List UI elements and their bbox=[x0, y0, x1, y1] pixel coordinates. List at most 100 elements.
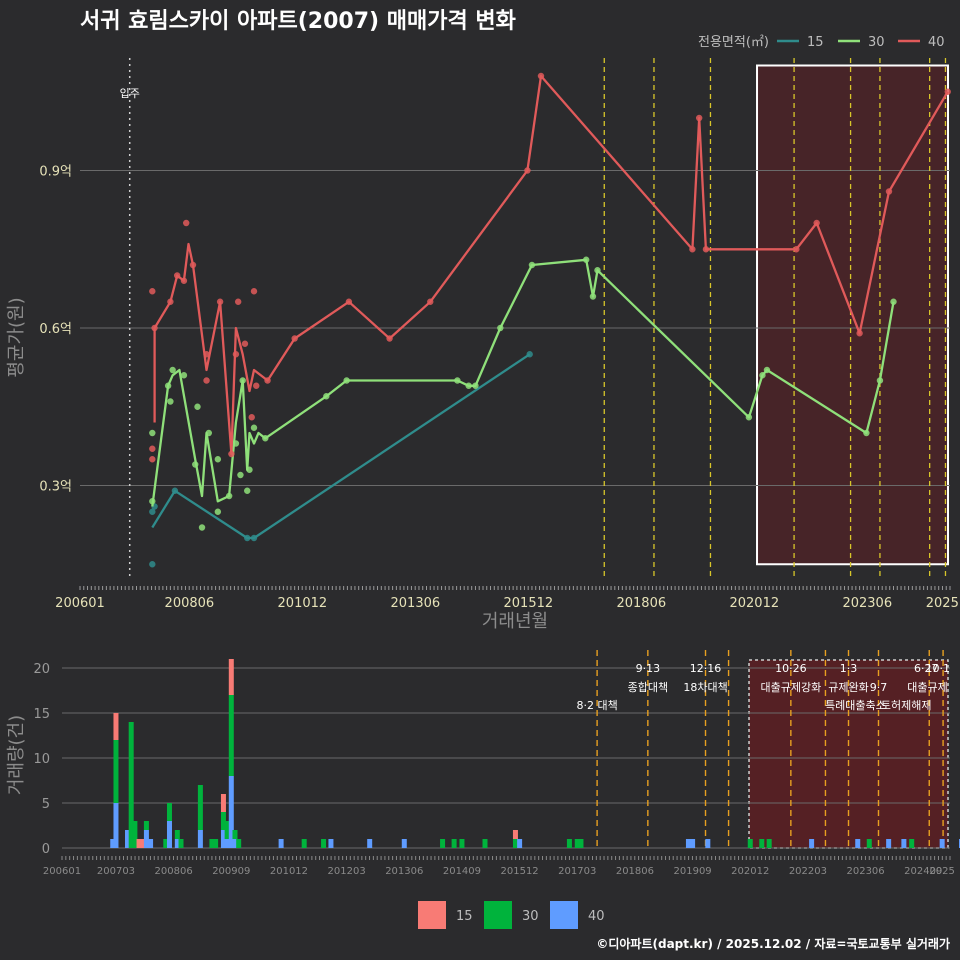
volume-bar-40 bbox=[367, 839, 373, 848]
data-point-40 bbox=[180, 277, 188, 284]
policy-annotation: 종합대책 bbox=[628, 681, 668, 694]
data-point-40 bbox=[291, 335, 298, 342]
x-tick-label-bottom: 201409 bbox=[443, 866, 481, 877]
volume-bar-40 bbox=[517, 839, 523, 848]
data-point-30 bbox=[472, 382, 479, 389]
data-point-40 bbox=[537, 72, 545, 80]
data-point-30 bbox=[214, 508, 222, 515]
data-point-30 bbox=[763, 366, 771, 374]
data-point-40 bbox=[203, 351, 210, 358]
volume-bar-30 bbox=[232, 830, 238, 839]
volume-bar-30 bbox=[166, 803, 172, 821]
volume-bar-40 bbox=[809, 839, 815, 848]
x-tick-label-bottom: 201703 bbox=[558, 866, 596, 877]
volume-bar-30 bbox=[482, 839, 488, 848]
data-point-30 bbox=[237, 471, 244, 479]
data-point-40 bbox=[189, 261, 197, 269]
volume-bar-30 bbox=[228, 695, 234, 776]
y-tick-label-bottom: 15 bbox=[33, 707, 50, 722]
data-point-30 bbox=[323, 393, 330, 400]
data-point-40 bbox=[885, 188, 893, 195]
data-point-15 bbox=[244, 534, 251, 542]
bar-legend-label-40: 40 bbox=[588, 909, 605, 924]
data-point-30 bbox=[244, 487, 251, 494]
data-point-40 bbox=[944, 88, 951, 95]
legend-label-40: 40 bbox=[928, 35, 945, 50]
volume-bar-30 bbox=[759, 839, 765, 848]
data-point-30 bbox=[465, 382, 472, 389]
data-point-30 bbox=[180, 372, 188, 379]
data-point-30 bbox=[497, 324, 504, 332]
data-point-30 bbox=[528, 261, 536, 269]
data-point-30 bbox=[164, 382, 172, 389]
volume-bar-30 bbox=[578, 839, 584, 848]
volume-bar-15 bbox=[113, 713, 119, 740]
data-point-15 bbox=[149, 508, 156, 515]
volume-bar-30 bbox=[174, 830, 180, 839]
data-point-30 bbox=[169, 366, 176, 374]
data-point-30 bbox=[250, 424, 258, 431]
data-point-30 bbox=[246, 466, 253, 473]
volume-bar-30 bbox=[209, 839, 215, 848]
y-tick-label-bottom: 10 bbox=[33, 752, 50, 767]
x-tick-label-bottom: 200703 bbox=[97, 866, 135, 877]
data-point-30 bbox=[194, 403, 201, 410]
volume-bar-30 bbox=[321, 839, 327, 848]
data-point-40 bbox=[241, 340, 249, 347]
bar-legend-label-15: 15 bbox=[456, 909, 473, 924]
data-point-30 bbox=[205, 429, 213, 437]
volume-bar-30 bbox=[766, 839, 772, 848]
volume-bar-15 bbox=[140, 839, 146, 848]
data-point-30 bbox=[890, 298, 897, 305]
data-point-30 bbox=[582, 256, 590, 263]
data-point-30 bbox=[343, 377, 350, 384]
x-tick-label-bottom: 201203 bbox=[328, 866, 366, 877]
policy-annotation: 10·26 bbox=[775, 662, 807, 675]
legend-title: 전용면적(㎡) bbox=[698, 35, 769, 50]
data-point-40 bbox=[250, 288, 258, 295]
data-point-40 bbox=[167, 298, 174, 305]
volume-bar-15 bbox=[136, 839, 142, 848]
x-tick-label-bottom: 201806 bbox=[616, 866, 654, 877]
bar-legend-swatch-15 bbox=[418, 901, 446, 929]
x-tick-label: 202306 bbox=[842, 596, 892, 611]
data-point-40 bbox=[232, 351, 240, 358]
volume-bar-40 bbox=[174, 839, 180, 848]
series-line-30 bbox=[151, 258, 895, 507]
volume-bar-40 bbox=[855, 839, 861, 848]
x-tick-label-bottom: 201909 bbox=[674, 866, 712, 877]
data-point-30 bbox=[149, 429, 156, 437]
legend-label-30: 30 bbox=[868, 35, 885, 50]
volume-bar-40 bbox=[901, 839, 907, 848]
x-tick-label-bottom: 202409 bbox=[904, 866, 942, 877]
x-tick-label-bottom: 200909 bbox=[212, 866, 250, 877]
volume-bar-30 bbox=[866, 839, 872, 848]
data-point-30 bbox=[214, 456, 222, 463]
volume-bar-30 bbox=[301, 839, 307, 848]
x-tick-label-bottom: 200601 bbox=[43, 866, 81, 877]
volume-bar-30 bbox=[113, 740, 119, 803]
footer-credit: ©디아파트(dapt.kr) / 2025.12.02 / 자료=국토교통부 실… bbox=[596, 936, 950, 951]
y-axis-title-bottom: 거래량(건) bbox=[6, 715, 27, 795]
data-point-30 bbox=[198, 524, 206, 531]
data-point-40 bbox=[183, 219, 190, 227]
volume-bar-40 bbox=[220, 830, 226, 848]
x-tick-label: 200806 bbox=[165, 596, 215, 611]
policy-annotation: 토허제해제 bbox=[881, 698, 932, 712]
y-tick-label-bottom: 5 bbox=[42, 797, 50, 812]
x-tick-label-bottom: 202203 bbox=[789, 866, 827, 877]
volume-bar-40 bbox=[224, 839, 230, 848]
policy-annotation: 18차대책 bbox=[683, 681, 727, 694]
data-point-40 bbox=[253, 382, 260, 389]
policy-annotation: 10·1 bbox=[926, 662, 951, 675]
x-tick-label-bottom: 201012 bbox=[270, 866, 308, 877]
policy-annotation: 특례대출축소 bbox=[825, 699, 886, 712]
data-point-15 bbox=[171, 487, 179, 494]
x-tick-label: 202012 bbox=[729, 596, 779, 611]
data-point-30 bbox=[594, 267, 601, 274]
data-point-40 bbox=[427, 298, 434, 305]
volume-bar-30 bbox=[132, 821, 138, 848]
x-tick-label: 2025 bbox=[926, 596, 959, 611]
chart-title: 서귀 효림스카이 아파트(2007) 매매가격 변화 bbox=[80, 9, 516, 34]
